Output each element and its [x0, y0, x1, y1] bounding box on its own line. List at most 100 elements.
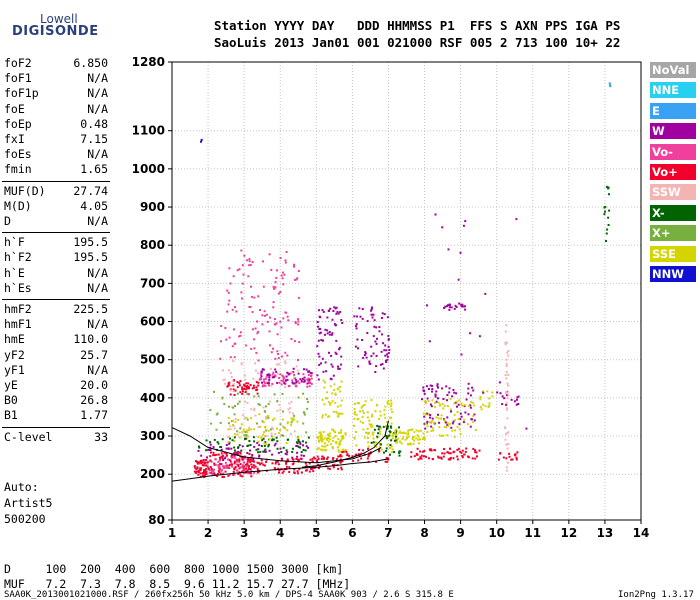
echo-point: [318, 431, 321, 434]
echo-point: [210, 468, 213, 470]
echo-point: [274, 462, 277, 465]
echo-point: [285, 465, 288, 468]
echo-point: [451, 395, 454, 398]
echo-point: [260, 459, 263, 462]
param-value: N/A: [87, 362, 108, 377]
echo-point: [266, 320, 269, 323]
echo-point: [245, 435, 248, 438]
param-separator: [2, 232, 110, 234]
echo-point: [446, 416, 449, 419]
echo-point: [227, 303, 230, 306]
echo-point: [317, 352, 320, 355]
echo-point: [364, 351, 367, 354]
echo-point: [229, 437, 231, 440]
echo-point: [248, 458, 251, 461]
echo-point: [510, 458, 513, 461]
param-key: MUF(D): [4, 183, 46, 198]
echo-point: [242, 390, 244, 393]
echo-point: [470, 418, 473, 421]
echo-point: [382, 367, 385, 370]
echo-point: [245, 344, 248, 347]
echo-point: [255, 381, 258, 384]
echo-point: [506, 351, 509, 354]
echo-point: [299, 442, 302, 445]
echo-point: [308, 378, 311, 381]
echo-point: [440, 417, 442, 420]
echo-point: [227, 474, 230, 477]
echo-point: [302, 440, 304, 443]
echo-point: [256, 422, 258, 425]
echo-point: [332, 464, 334, 467]
echo-point: [472, 404, 475, 407]
echo-point: [390, 422, 393, 425]
echo-point: [321, 440, 323, 443]
echo-point: [214, 463, 217, 466]
echo-point: [334, 351, 337, 354]
echo-point: [464, 220, 467, 223]
echo-point: [276, 381, 279, 384]
echo-point: [440, 457, 443, 460]
legend-item-nne: NNE: [650, 82, 696, 99]
echo-point: [428, 340, 431, 343]
echo-point: [456, 405, 458, 408]
echo-point: [451, 429, 454, 432]
echo-point: [295, 381, 298, 383]
echo-point: [328, 351, 330, 354]
echo-point: [258, 378, 261, 381]
echo-point: [271, 373, 274, 376]
echo-point: [409, 428, 412, 431]
echo-point: [278, 469, 281, 472]
echo-point: [286, 429, 289, 432]
echo-point: [329, 402, 332, 405]
echo-point: [262, 406, 265, 409]
echo-point: [391, 411, 394, 414]
echo-point: [196, 460, 199, 463]
echo-point: [431, 427, 434, 430]
echo-point: [505, 443, 508, 446]
echo-point: [300, 379, 303, 382]
echo-point: [217, 460, 220, 463]
echo-point: [458, 399, 461, 402]
echo-point: [306, 385, 309, 388]
echo-point: [257, 440, 260, 443]
echo-point: [371, 415, 373, 418]
echo-point: [277, 363, 280, 366]
artist-number: 500200: [4, 512, 46, 526]
echo-point: [362, 428, 365, 431]
echo-point: [507, 431, 510, 434]
echo-point: [395, 435, 397, 438]
echo-point: [240, 449, 243, 452]
echo-point: [281, 418, 284, 421]
echo-point: [507, 354, 510, 357]
echo-point: [399, 450, 402, 453]
echo-point: [344, 432, 347, 435]
echo-point: [417, 442, 420, 445]
echo-point: [274, 286, 277, 289]
echo-point: [296, 420, 299, 423]
echo-point: [392, 432, 395, 435]
echo-point: [422, 412, 425, 415]
echo-point: [319, 465, 321, 468]
param-key: M(D): [4, 198, 32, 213]
echo-point: [341, 451, 344, 454]
echo-point: [316, 455, 319, 458]
echo-point: [375, 445, 378, 448]
echo-point: [373, 325, 376, 328]
echo-point: [505, 371, 508, 373]
echo-point: [317, 435, 320, 438]
echo-point: [407, 429, 410, 432]
echo-point: [471, 386, 474, 389]
echo-point: [353, 437, 356, 440]
echo-point: [387, 402, 390, 405]
echo-point: [411, 438, 414, 441]
trace-line: [301, 420, 389, 468]
echo-point: [252, 464, 255, 467]
echo-point: [242, 456, 245, 459]
echo-point: [212, 446, 215, 449]
echo-point: [375, 441, 378, 444]
echo-point: [383, 413, 386, 416]
echo-point: [507, 349, 510, 352]
echo-point: [242, 273, 245, 276]
param-value: 4.05: [80, 198, 108, 213]
echo-point: [256, 320, 259, 323]
